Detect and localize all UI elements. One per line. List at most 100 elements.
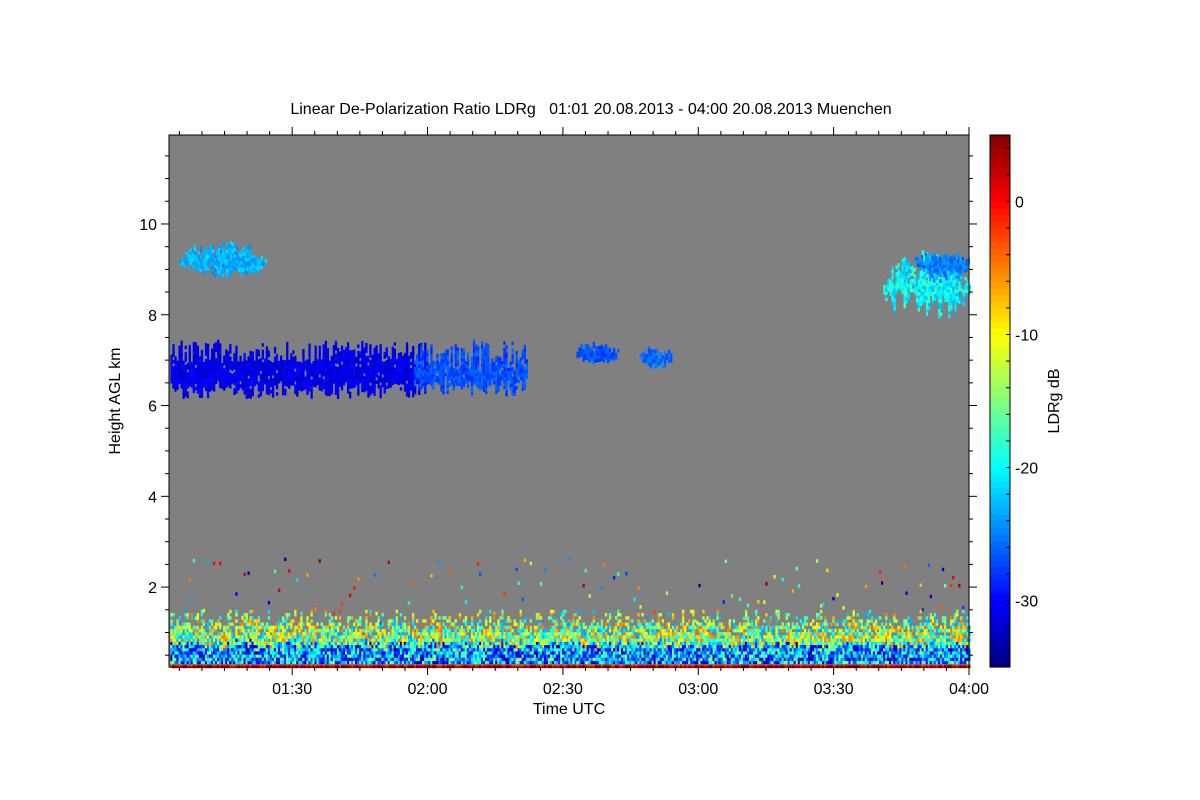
cirrus-layer-dense-cell [208,362,212,367]
boundary-layer-cell [401,638,405,642]
upper-cloud-right-top-cell [931,255,934,259]
cirrus-layer-thin-cell [521,368,524,372]
cirrus-layer-thin-cell [414,376,417,380]
surface-cell [446,664,449,669]
cirrus-layer-dense-cell [223,374,226,378]
boundary-layer-cell [434,632,437,636]
boundary-layer-cell [251,616,254,620]
boundary-layer-cell [306,641,309,646]
cirrus-layer-dense-cell [237,371,240,375]
boundary-layer-cell [395,619,398,623]
cirrus-layer-thin-cell [503,347,506,352]
cirrus-layer-dense-cell [397,368,401,373]
boundary-layer-cell [338,641,342,646]
boundary-layer-cell [387,619,390,623]
upper-patch-left-cell [199,265,202,269]
cirrus-layer-dense-cell [397,372,401,376]
boundary-layer-cell [269,647,273,652]
boundary-layer-cell [424,638,427,642]
boundary-layer-cell [355,647,358,652]
upper-patch-left-cell [228,254,231,258]
boundary-layer-cell [178,625,181,630]
cirrus-layer-dense-cell [192,373,195,378]
boundary-layer-cell [418,632,421,636]
boundary-layer-cell [391,651,394,655]
upper-patch-left-cell [248,263,251,268]
upper-cloud-right-top-cell [927,267,930,271]
cirrus-layer-dense-cell [186,391,189,395]
cirrus-layer-dense-cell [286,354,289,359]
cirrus-layer-dense-cell [365,387,368,391]
boundary-layer-cell [338,616,342,620]
cirrus-layer-dense-cell [211,358,214,362]
upper-patch-left-cell [185,261,188,265]
surface-cell [361,664,364,669]
cirrus-layer-thin-cell [440,366,443,370]
boundary-layer-cell [381,657,384,661]
patch-0235-cell [613,347,616,352]
cirrus-layer-thin-cell [505,351,508,355]
upper-patch-left-cell [250,265,253,269]
boundary-layer-cell [454,660,457,665]
boundary-layer-cell [357,635,360,639]
boundary-layer-cell [243,632,246,636]
upper-cloud-right-cell [887,284,890,289]
boundary-layer-cell [306,647,309,652]
upper-patch-left-cell [226,246,229,250]
upper-patch-left-cell [191,255,194,260]
cirrus-layer-thin-cell [464,370,468,374]
boundary-layer-cell [371,657,374,661]
cirrus-layer-thin-cell [493,362,496,366]
cirrus-layer-thin-cell [416,367,419,371]
boundary-layer-cell [377,619,380,623]
boundary-layer-cell [300,644,303,649]
cirrus-layer-dense-cell [172,378,175,383]
boundary-layer-cell [292,641,295,646]
boundary-layer-cell [172,654,175,658]
boundary-layer-cell [259,647,262,652]
cirrus-layer-dense-cell [322,347,325,351]
boundary-layer-cell [330,619,334,623]
boundary-layer-cell [446,638,449,642]
cirrus-layer-dense-cell [290,372,293,376]
boundary-layer-cell [377,635,380,639]
cirrus-layer-dense-cell [261,365,264,369]
boundary-layer-cell [345,660,348,665]
boundary-layer-cell [296,644,299,649]
boundary-layer-cell [432,635,435,639]
boundary-layer-cell [253,625,256,630]
cirrus-layer-thin-cell [517,373,520,377]
cirrus-layer-dense-cell [284,392,287,396]
cirrus-layer-dense-cell [383,377,386,381]
cirrus-layer-dense-cell [332,380,336,384]
cirrus-layer-dense-cell [351,350,354,354]
cirrus-layer-thin-cell [438,362,441,366]
boundary-layer-cell [330,651,334,655]
cirrus-layer-thin-cell [426,352,429,357]
boundary-layer-cell [306,635,309,639]
boundary-layer-cell [359,651,362,655]
boundary-layer-cell [351,616,354,620]
boundary-layer-cell [442,641,445,646]
boundary-layer-cell [265,625,269,630]
surface-cell [176,664,179,669]
cirrus-layer-dense-cell [379,394,382,399]
boundary-layer-cell [444,657,447,661]
boundary-layer-cell [336,644,340,649]
cirrus-layer-dense-cell [243,356,246,360]
boundary-layer-cell [280,644,283,649]
cirrus-layer-dense-cell [403,359,407,363]
cirrus-layer-thin-cell [466,371,470,375]
boundary-layer-cell [347,635,350,639]
upper-patch-left-cell [244,250,247,255]
cirrus-layer-dense-cell [326,392,329,397]
cirrus-layer-dense-cell [395,364,398,369]
patch-0250-cell [641,355,644,360]
upper-cloud-right-cell [958,284,961,289]
boundary-layer-cell [280,622,283,626]
cirrus-layer-thin-cell [485,368,488,372]
boundary-layer-cell [286,654,289,658]
cirrus-layer-dense-cell [401,381,405,385]
boundary-layer-cell [184,609,187,614]
cirrus-layer-thin-cell [485,346,488,350]
